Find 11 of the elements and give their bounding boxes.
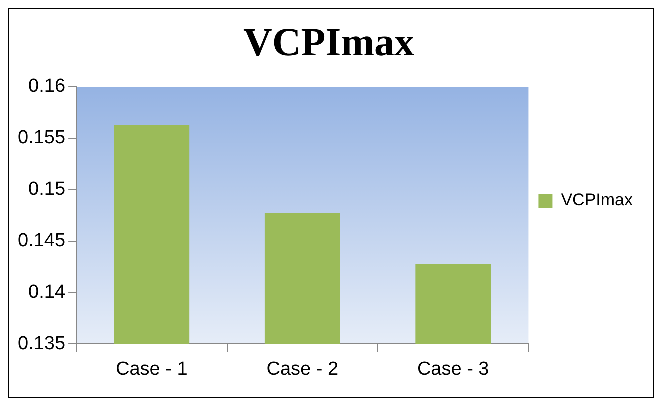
x-tick-label: Case - 3 [417, 358, 490, 380]
y-tick-label: 0.135 [18, 333, 66, 354]
y-tick-label: 0.16 [28, 76, 66, 98]
x-tick-label: Case - 2 [266, 358, 339, 380]
y-tick-label: 0.145 [18, 230, 66, 252]
y-tick-label: 0.15 [28, 179, 66, 200]
chart-title: VCPImax [243, 19, 415, 64]
legend-label: VCPImax [561, 190, 634, 210]
x-tick-label: Case - 1 [116, 358, 188, 380]
y-tick-label: 0.14 [28, 282, 66, 303]
y-tick-label: 0.155 [18, 128, 66, 149]
